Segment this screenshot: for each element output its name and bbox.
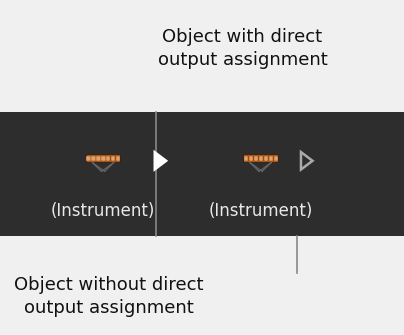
Bar: [254, 156, 258, 161]
Bar: [259, 156, 263, 161]
Bar: [0, 112, 404, 236]
Text: Object without direct
output assignment: Object without direct output assignment: [14, 276, 204, 317]
Bar: [86, 154, 120, 162]
Bar: [96, 156, 101, 161]
Bar: [264, 156, 268, 161]
Bar: [249, 156, 253, 161]
Bar: [269, 156, 273, 161]
Bar: [91, 156, 95, 161]
Bar: [86, 156, 90, 161]
Text: (Instrument): (Instrument): [51, 202, 155, 220]
Bar: [244, 156, 248, 161]
Bar: [274, 156, 278, 161]
Text: Object with direct
output assignment: Object with direct output assignment: [158, 28, 327, 69]
Text: (Instrument): (Instrument): [208, 202, 313, 220]
Bar: [106, 156, 111, 161]
Polygon shape: [154, 150, 168, 172]
Bar: [112, 156, 116, 161]
Bar: [101, 156, 105, 161]
Bar: [243, 154, 278, 162]
Bar: [116, 156, 120, 161]
